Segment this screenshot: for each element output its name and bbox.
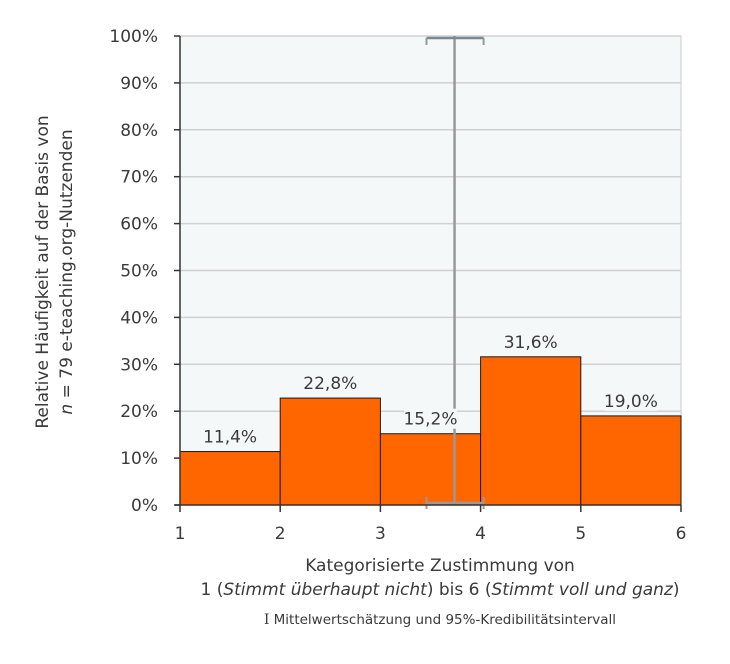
histogram-bar [179,451,281,506]
x-tick-label: 6 [676,524,687,544]
y-tick-label: 60% [120,215,158,235]
bar-value-label: 11,4% [203,428,257,448]
label-background [604,390,658,411]
x-label-part: ) [672,580,680,600]
label-background [203,426,257,447]
y-axis-label-line2: n = 79 e-teaching.org-Nutzenden [57,129,77,414]
x-tick-label: 5 [575,524,586,544]
y-tick-labels: 0% 10% 20% 30% 40% 50% 60% 70% 80% 90% 100% [109,27,158,516]
y-tick-label: 50% [120,262,158,282]
label-background [304,373,357,394]
bar-value-label: 15,2% [403,410,457,430]
histogram-bar [580,415,682,506]
bar-value-label: 19,0% [604,392,658,412]
y-tick-label: 0% [131,496,158,516]
y-tick-label: 100% [109,27,158,47]
histogram-bar [480,356,582,506]
bar-value-labels: 11,4% 22,8% 15,2% 31,6% 19,0% [203,331,658,448]
y-tick-label: 40% [120,308,158,328]
x-axis-label: Kategorisierte Zustimmung von [305,556,575,576]
y-tick-label: 10% [120,449,158,469]
histogram-bar [279,397,381,506]
axes [174,35,682,512]
x-tick-label: 3 [375,524,386,544]
x-tick-label: 2 [275,524,286,544]
x-label-part: ) bis 6 ( [426,580,492,600]
label-background [504,331,557,352]
x-tick-labels: 1 2 3 4 5 6 [175,524,687,544]
y-tick-label: 70% [120,168,158,188]
legend-text: Mittelwertschätzung und 95%-Kredibilität… [273,612,617,628]
bar-value-label: 22,8% [303,374,357,394]
bar-value-label: 31,6% [504,333,558,353]
legend: I Mittelwertschätzung und 95%-Kredibilit… [150,612,730,628]
y-tick-label: 90% [120,74,158,94]
bars [179,356,682,506]
label-background [404,408,457,429]
error-bar-icon: I [263,612,270,628]
histogram-bar [379,433,482,506]
x-label-part-italic: Stimmt überhaupt nicht [223,580,427,600]
x-axis-label-scale: 1 (Stimmt überhaupt nicht) bis 6 (Stimmt… [150,580,730,600]
y-axis-label: Relative Häufigkeit auf der Basis von [33,115,53,428]
y-tick-label: 30% [120,355,158,375]
x-tick-label: 1 [175,524,186,544]
x-label-part-italic: Stimmt voll und ganz [491,580,673,600]
y-tick-label: 80% [120,121,158,141]
x-tick-label: 4 [475,524,486,544]
y-tick-label: 20% [120,402,158,422]
x-label-part: 1 ( [200,580,224,600]
